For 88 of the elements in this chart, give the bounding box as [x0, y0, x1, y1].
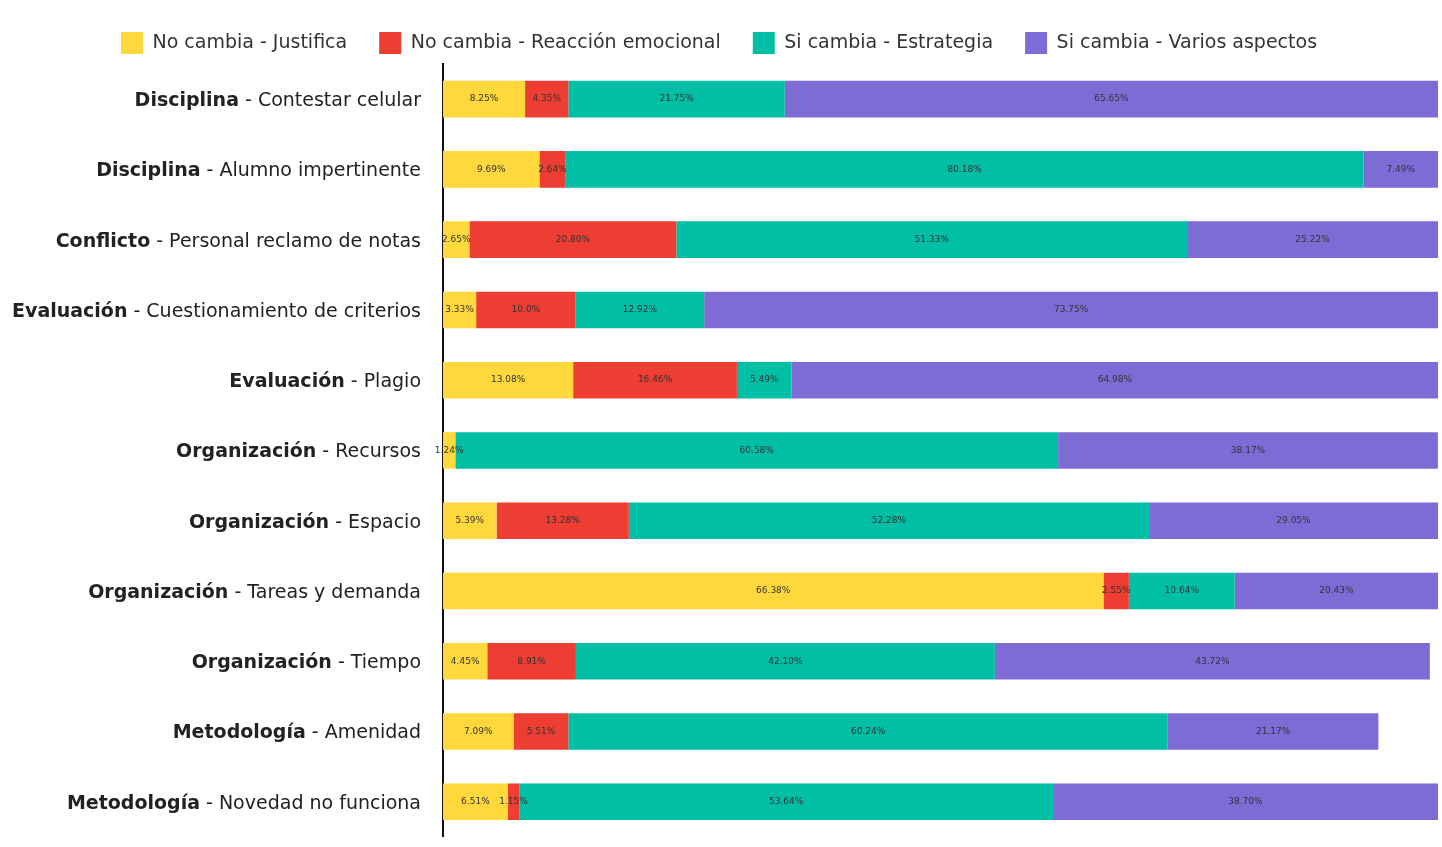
- legend-label: Si cambia - Varios aspectos: [1056, 29, 1318, 52]
- y-tick-label: Metodología - Amenidad: [172, 720, 421, 743]
- y-tick-label: Evaluación - Cuestionamiento de criterios: [12, 298, 422, 321]
- bar: [568, 80, 785, 118]
- bar: [1052, 783, 1438, 820]
- legend-label: No cambia - Reacción emocional: [410, 29, 721, 52]
- bar: [791, 361, 1438, 399]
- bar: [443, 713, 514, 750]
- data-label: 29.05%: [1276, 515, 1312, 525]
- bar: [575, 642, 995, 680]
- data-label: 21.75%: [659, 93, 695, 104]
- data-label: 21.17%: [1255, 725, 1291, 736]
- data-label: 43.72%: [1195, 655, 1230, 666]
- data-label: 20.80%: [555, 233, 591, 244]
- bar: [994, 642, 1430, 680]
- data-label: 60.58%: [739, 444, 775, 455]
- data-label: 7.09%: [463, 725, 494, 736]
- data-label: 7.49%: [1386, 163, 1416, 174]
- bar: [476, 291, 576, 329]
- data-label: 9.69%: [476, 163, 506, 174]
- data-label: 52.28%: [871, 515, 907, 525]
- bar: [1148, 502, 1438, 539]
- bar: [568, 713, 1168, 750]
- data-label: 5.49%: [749, 374, 779, 385]
- y-tick-label: Disciplina - Contestar celular: [134, 88, 422, 111]
- bar: [443, 361, 574, 399]
- bar: [676, 221, 1188, 258]
- legend-label: No cambia - Justifica: [152, 29, 348, 52]
- bar: [1058, 432, 1438, 469]
- bar: [1167, 713, 1379, 750]
- data-label: 13.28%: [545, 515, 581, 525]
- data-label: 4.45%: [450, 655, 480, 666]
- bar: [443, 572, 1104, 610]
- data-label: 10.0%: [511, 304, 541, 315]
- bar: [1234, 572, 1438, 610]
- data-label: 65.65%: [1094, 93, 1129, 104]
- y-tick-label: Evaluación - Plagio: [229, 369, 421, 392]
- bar: [525, 80, 569, 118]
- data-label: 51.33%: [914, 233, 950, 244]
- data-label: 16.46%: [637, 374, 673, 385]
- y-tick-label: Organización - Recursos: [176, 439, 422, 462]
- bar: [443, 151, 540, 188]
- bar: [565, 151, 1364, 188]
- bar: [487, 642, 576, 680]
- data-label: 13.08%: [490, 374, 526, 385]
- data-label: 73.75%: [1053, 304, 1089, 315]
- bar: [575, 291, 705, 329]
- data-label: 5.39%: [455, 515, 485, 525]
- y-tick-label: Organización - Tareas y demanda: [88, 579, 422, 602]
- data-label: 38.17%: [1230, 444, 1266, 455]
- y-tick-label: Disciplina - Alumno impertinente: [96, 158, 422, 181]
- data-label: 42.10%: [768, 655, 803, 666]
- data-label: 66.38%: [756, 585, 791, 596]
- y-tick-label: Metodología - Novedad no funciona: [66, 790, 422, 813]
- bar: [443, 502, 497, 539]
- data-label: 80.18%: [947, 163, 983, 174]
- data-label: 38.70%: [1228, 796, 1264, 807]
- data-label: 5.51%: [526, 725, 556, 736]
- data-label: 4.35%: [532, 93, 562, 104]
- data-label: 60.24%: [850, 725, 886, 736]
- bar: [443, 642, 488, 680]
- data-label: 53.64%: [768, 796, 804, 807]
- bar: [496, 502, 629, 539]
- data-label: 3.33%: [445, 304, 475, 315]
- data-label: 12.92%: [622, 304, 658, 315]
- data-label: 1.15%: [499, 796, 529, 807]
- data-label: 8.25%: [469, 93, 499, 104]
- data-label: 25.22%: [1295, 233, 1331, 244]
- bar: [1128, 572, 1235, 610]
- y-tick-label: Organización - Tiempo: [191, 650, 422, 673]
- bar: [443, 80, 526, 118]
- bar: [704, 291, 1438, 329]
- y-tick-label: Organización - Espacio: [188, 509, 422, 532]
- bar: [573, 361, 737, 399]
- bar: [469, 221, 677, 258]
- bar: [628, 502, 1149, 539]
- data-label: 64.98%: [1097, 374, 1133, 385]
- bar: [513, 713, 569, 750]
- data-label: 10.64%: [1164, 585, 1200, 596]
- bar: [736, 361, 792, 399]
- data-label: 6.51%: [461, 796, 491, 807]
- legend-label: Si cambia - Estrategia: [784, 29, 994, 52]
- y-tick-label: Conflicto - Personal reclamo de notas: [55, 228, 422, 251]
- bar: [784, 80, 1438, 118]
- bar: [1363, 151, 1438, 188]
- data-label: 20.43%: [1319, 585, 1354, 596]
- data-label: 8.91%: [517, 655, 547, 666]
- bar: [1187, 221, 1438, 258]
